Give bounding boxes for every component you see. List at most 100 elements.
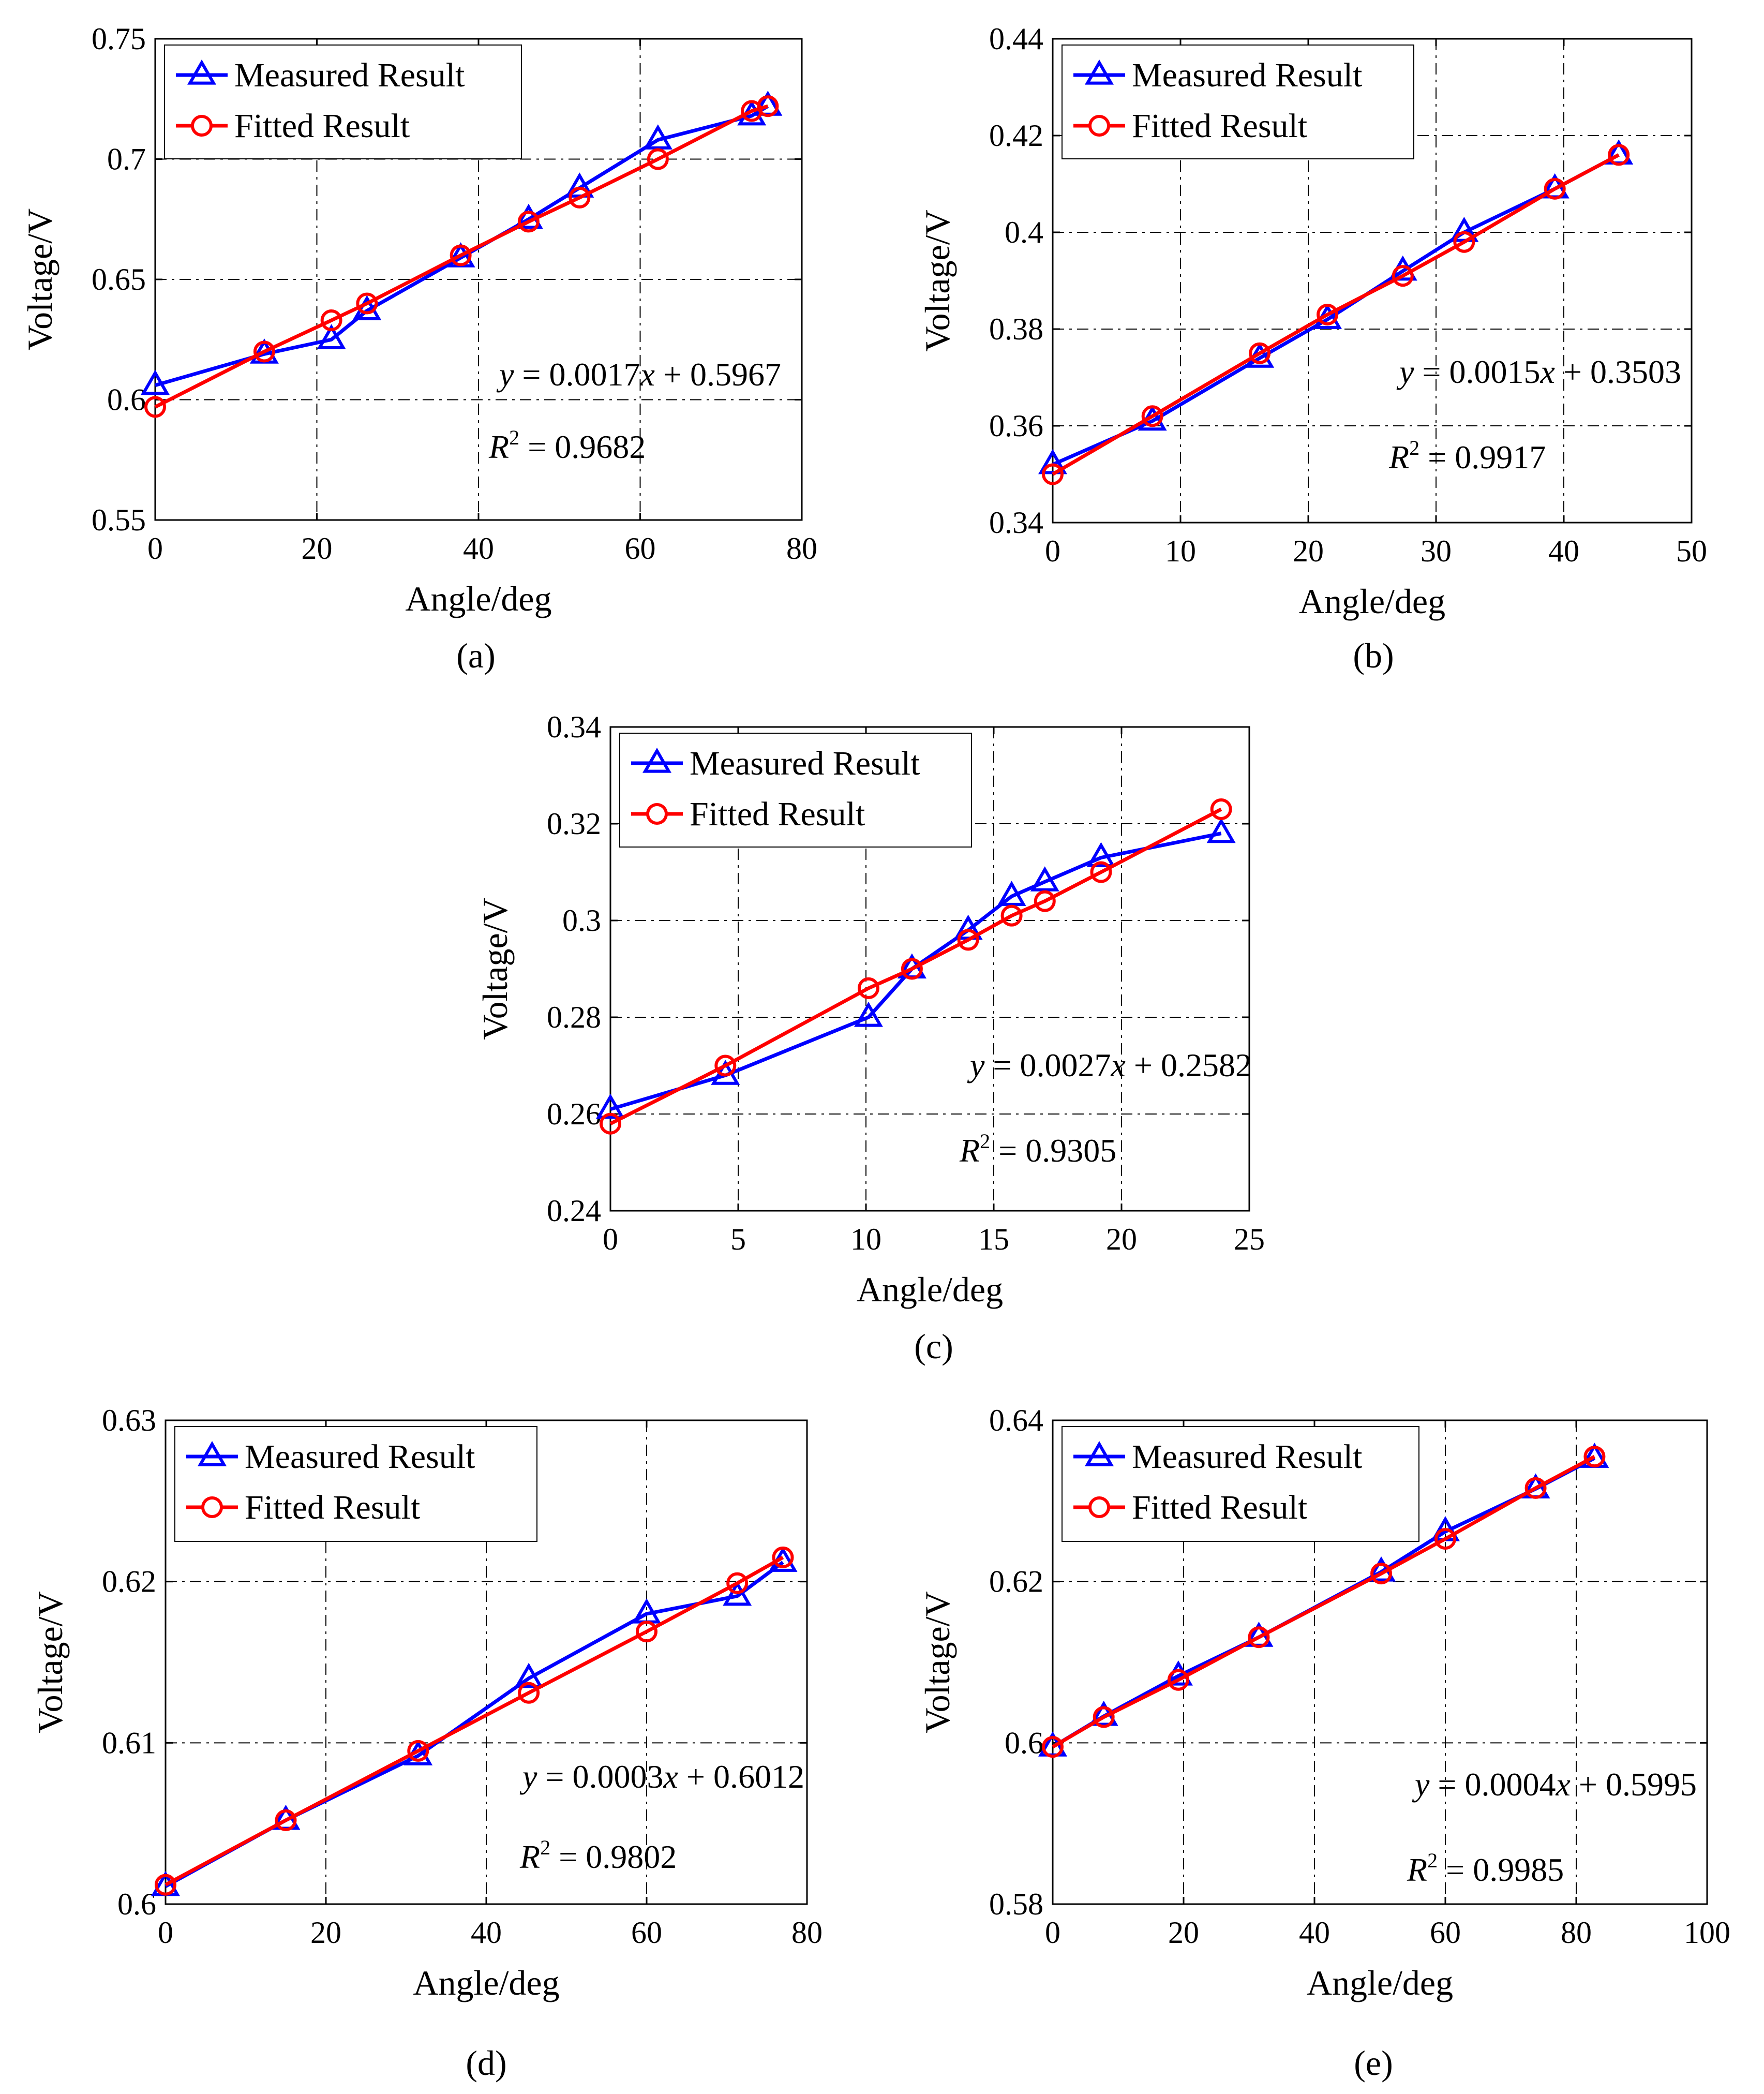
x-tick-label: 50 (1676, 534, 1707, 568)
x-tick-label: 15 (978, 1222, 1009, 1256)
x-tick-label: 40 (1299, 1915, 1330, 1950)
measured-point (514, 1662, 544, 1688)
r-squared-r: R (1407, 1851, 1427, 1888)
fitted-point (1370, 1563, 1393, 1585)
fitted-point (1042, 463, 1064, 485)
measured-point (141, 369, 170, 395)
fitted-point (726, 1572, 749, 1594)
y-tick-label: 0.65 (92, 262, 146, 296)
fitted-point (1249, 342, 1271, 364)
panel-caption: (d) (466, 2043, 506, 2083)
equation-intercept: + 0.5967 (655, 356, 781, 393)
y-axis-label: Voltage/V (918, 1591, 957, 1733)
fitted-point (518, 1682, 540, 1704)
x-tick-label: 10 (850, 1222, 881, 1256)
equation-x: x (663, 1758, 678, 1795)
x-tick-label: 0 (603, 1222, 618, 1256)
r-squared: R2 = 0.9917 (1388, 436, 1546, 476)
legend-triangle-marker (642, 747, 671, 773)
r-squared: R2 = 0.9682 (488, 426, 646, 465)
legend-label: Fitted Result (690, 795, 865, 833)
x-tick-label: 0 (1045, 1915, 1060, 1950)
equation-y: y (1396, 353, 1414, 390)
fitted-point (957, 929, 979, 951)
x-tick-label: 20 (1293, 534, 1324, 568)
legend-box (164, 44, 522, 159)
regression-equation: y = 0.0003x + 0.6012 (519, 1758, 804, 1795)
fitted-point (253, 340, 275, 363)
y-tick-label: 0.58 (989, 1887, 1043, 1921)
equation-slope: = 0.0003 (537, 1758, 663, 1795)
legend-triangle-marker (1085, 59, 1114, 85)
y-tick-label: 0.4 (1005, 215, 1043, 249)
legend: Measured Result Fitted Result (174, 1426, 537, 1542)
chart-panel-e: 0 20 40 60 80 100 0.58 0.6 0.62 0.64 Angle/deg Volt… (918, 1403, 1730, 2083)
x-tick-label: 0 (1045, 534, 1060, 568)
r-squared-sup: 2 (1409, 436, 1419, 459)
fitted-point (450, 244, 472, 266)
x-tick-label: 0 (147, 531, 163, 566)
fitted-point (714, 1055, 737, 1077)
x-axis-label: Angle/deg (1307, 1963, 1453, 2002)
legend-circle-marker (1088, 1496, 1110, 1518)
measured-point (352, 295, 382, 321)
y-tick-label: 0.64 (989, 1403, 1043, 1437)
fitted-point (1392, 265, 1414, 287)
panel-caption: (e) (1354, 2043, 1393, 2083)
fitted-point (356, 292, 378, 315)
fitted-point (1000, 904, 1023, 927)
equation-x: x (640, 356, 655, 393)
equation-y: y (496, 356, 514, 393)
x-tick-label: 60 (1430, 1915, 1461, 1950)
legend-label: Fitted Result (234, 107, 410, 145)
fitted-point (1042, 1736, 1064, 1758)
equation-y: y (519, 1758, 537, 1795)
x-tick-label: 40 (1548, 534, 1579, 568)
fitted-point (1090, 861, 1112, 883)
legend-label: Measured Result (234, 56, 465, 94)
x-tick-label: 0 (158, 1915, 173, 1950)
legend-label: Fitted Result (1132, 1489, 1307, 1526)
r-squared-r: R (488, 428, 509, 465)
legend-triangle-marker (187, 59, 216, 85)
x-tick-label: 20 (310, 1915, 341, 1950)
r-squared-sup: 2 (1427, 1849, 1438, 1872)
x-tick-label: 5 (730, 1222, 746, 1256)
y-axis-label: Voltage/V (475, 898, 515, 1040)
fitted-point (1034, 890, 1056, 912)
fitted-point (600, 1112, 621, 1135)
fitted-point (1167, 1669, 1189, 1691)
r-squared-sup: 2 (540, 1836, 550, 1859)
axes-box (154, 38, 803, 521)
fitted-point (275, 1809, 297, 1831)
fitted-point (320, 309, 342, 332)
x-tick-label: 25 (1234, 1222, 1265, 1256)
y-tick-label: 0.24 (547, 1194, 601, 1228)
y-tick-label: 0.42 (989, 118, 1043, 153)
measured-point (1206, 818, 1236, 843)
legend-label: Measured Result (245, 1438, 475, 1476)
equation-x: x (1540, 353, 1555, 390)
equation-slope: = 0.0015 (1414, 353, 1540, 390)
y-tick-label: 0.6 (1005, 1726, 1043, 1760)
x-axis-label: Angle/deg (413, 1963, 559, 2002)
fitted-point (1317, 303, 1339, 325)
fitted-series-line (609, 807, 1222, 1125)
legend-circle-marker (646, 803, 668, 825)
equation-slope: = 0.0004 (1429, 1766, 1556, 1803)
legend: Measured Result Fitted Result (1062, 44, 1414, 159)
y-axis-label: Voltage/V (918, 210, 957, 352)
r-squared-value: = 0.9985 (1438, 1851, 1564, 1888)
r-squared-sup: 2 (509, 426, 519, 449)
y-tick-label: 0.26 (547, 1097, 601, 1131)
x-tick-label: 20 (1106, 1222, 1137, 1256)
r-squared-r: R (1388, 439, 1409, 476)
x-tick-label: 60 (625, 531, 656, 566)
legend: Measured Result Fitted Result (1062, 1426, 1419, 1542)
y-tick-label: 0.61 (102, 1726, 156, 1760)
y-tick-label: 0.55 (92, 503, 146, 537)
x-tick-label: 40 (471, 1915, 502, 1950)
fitted-point (1093, 1706, 1115, 1728)
y-tick-label: 0.28 (547, 1000, 601, 1034)
